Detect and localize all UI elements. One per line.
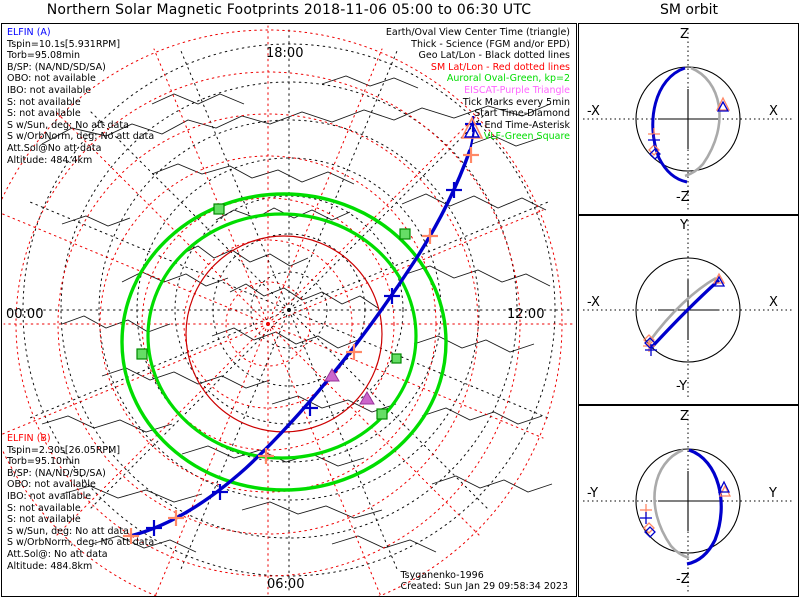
orbit-yz-axis-z-pos: Z [680,409,689,424]
orbit-yz-graphic [583,410,794,592]
spacecraft-b-line: S: not available [7,502,81,514]
legend-item: VLF-Green Square [483,131,570,143]
spacecraft-a-line: S: not available [7,96,81,108]
orbit-yz-axis-y-pos: Y [769,486,777,501]
orbit-panel-yz: Y -Y Z -Z [578,405,799,597]
legend-item: Auroral Oval-Green, kp=2 [446,73,570,85]
model-name: Tsyganenko-1996 [400,569,484,581]
orbit-panel-xz: X -X Z -Z [578,23,799,215]
spacecraft-b-line: Att.Sol@: No att data [7,548,108,560]
spacecraft-b-name: ELFIN (B) [7,433,51,444]
orbit-xz-graphic [583,28,794,210]
orbit-xy-axis-y-pos: Y [680,218,688,233]
spacecraft-b-line: Torb=95.10min [7,456,81,468]
orbit-yz-axis-z-neg: -Z [676,572,690,587]
spacecraft-a-line: Torb=95.08min [7,50,81,62]
spacecraft-a-line: B/SP: (NA/ND/SD/SA) [7,61,106,73]
legend-item: End Time-Asterisk [484,119,570,131]
orbit-xz-axis-z-pos: Z [680,27,689,42]
mlt-label-06: 06:00 [267,577,305,592]
legend-item: Tick Marks every 5min [462,96,570,108]
spacecraft-b-line: OBO: not available [7,479,96,491]
spacecraft-a-line: S w/OrbNorm, deg: No att data [7,131,155,143]
orbit-xy-axis-x-pos: X [769,295,778,310]
sm-orbit-title: SM orbit [659,2,718,18]
orbit-panel-xy: X -X Y -Y [578,215,799,405]
map-graphic [2,25,573,596]
legend-item: Earth/Oval View Center Time (triangle) [385,27,570,38]
orbit-xy-axis-x-neg: -X [587,295,600,310]
legend-item: Geo Lat/Lon - Black dotted lines [418,50,570,62]
orbit-xy-axis-y-neg: -Y [676,379,688,394]
footprint-map-panel: ELFIN (A) Tspin=10.1s[5.931RPM] Torb=95.… [1,23,577,597]
spacecraft-a-line: S w/Sun, deg: No att data [7,119,129,131]
orbit-xy-graphic [583,220,794,400]
page-title: Northern Solar Magnetic Footprints 2018-… [46,2,532,18]
credits-block: Tsyganenko-1996 Created: Sun Jan 29 09:5… [400,570,568,593]
mlt-label-12: 12:00 [507,307,545,322]
created-time: Created: Sun Jan 29 09:58:34 2023 [400,581,568,593]
spacecraft-b-info: ELFIN (B) Tspin=2.30s[26.05RPM] Torb=95.… [7,433,154,572]
mlt-label-00: 00:00 [6,307,44,322]
legend-item: Thick - Science (FGM and/or EPD) [411,38,570,50]
legend-item: SM Lat/Lon - Red dotted lines [430,61,570,73]
legend-item: EISCAT-Purple Triangle [464,84,570,96]
spacecraft-a-line: Att.Sol@No att data [7,142,102,154]
spacecraft-a-line: Tspin=10.1s[5.931RPM] [7,38,121,50]
spacecraft-a-line: IBO: not available [7,84,92,96]
orbit-yz-axis-y-neg: -Y [587,486,599,501]
orbit-xz-axis-x-neg: -X [587,104,600,119]
map-legend: Earth/Oval View Center Time (triangle) T… [386,27,570,143]
legend-item: Start Time-Diamond [474,108,570,120]
spacecraft-b-line: S w/Sun, deg: No att data [7,525,129,537]
spacecraft-a-line: S: not available [7,108,81,120]
mlt-label-18: 18:00 [266,46,304,61]
spacecraft-b-line: IBO: not available [7,490,92,502]
spacecraft-b-line: S: not available [7,514,81,526]
spacecraft-b-line: B/SP: (NA/ND/SD/SA) [7,467,106,479]
spacecraft-a-info: ELFIN (A) Tspin=10.1s[5.931RPM] Torb=95.… [7,27,154,166]
orbit-xz-axis-x-pos: X [769,104,778,119]
orbit-xz-axis-z-neg: -Z [676,190,690,205]
spacecraft-a-line: OBO: not available [7,73,96,85]
spacecraft-b-line: Altitude: 484.8km [7,560,93,572]
spacecraft-b-line: Tspin=2.30s[26.05RPM] [7,444,121,456]
spacecraft-b-line: S w/OrbNorm, deg: No att data [7,537,155,549]
spacecraft-a-line: Altitude: 484.4km [7,154,93,166]
spacecraft-a-name: ELFIN (A) [7,27,51,38]
